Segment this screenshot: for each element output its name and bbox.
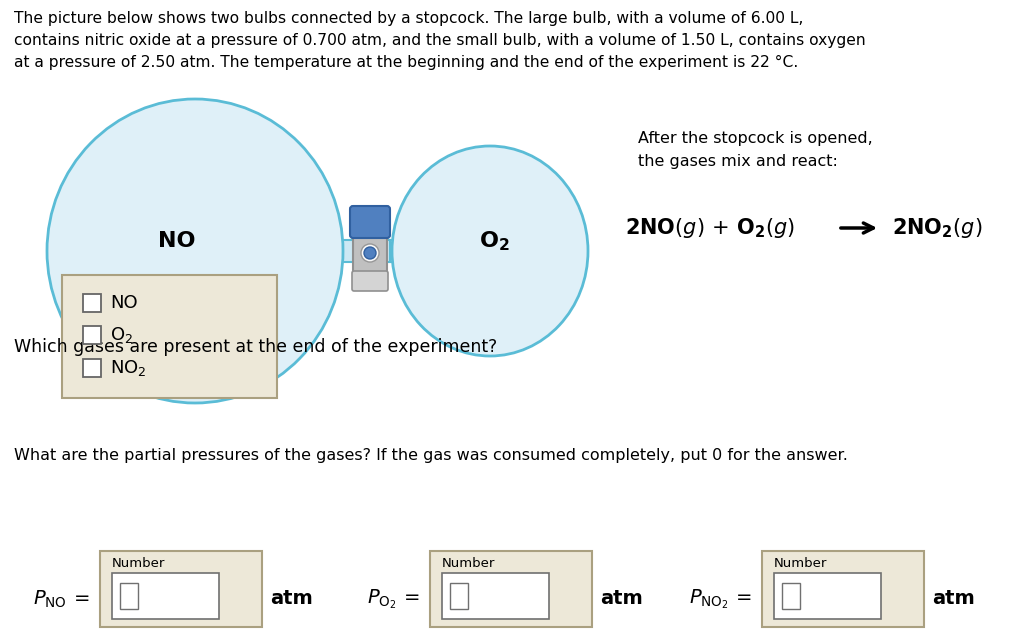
FancyBboxPatch shape	[430, 551, 592, 627]
Ellipse shape	[47, 99, 343, 403]
Text: atm: atm	[932, 590, 975, 608]
Bar	[120, 583, 138, 609]
Text: Number: Number	[442, 557, 496, 570]
FancyBboxPatch shape	[100, 551, 262, 627]
Text: $P_{\mathrm{O_2}}$$\,=$: $P_{\mathrm{O_2}}$$\,=$	[367, 587, 420, 611]
Text: $P_{\mathrm{NO_2}}$$\,=$: $P_{\mathrm{NO_2}}$$\,=$	[689, 587, 752, 611]
Text: $\mathrm{NO_2}$: $\mathrm{NO_2}$	[110, 358, 146, 378]
Bar	[774, 573, 881, 619]
Text: contains nitric oxide at a pressure of 0.700 atm, and the small bulb, with a vol: contains nitric oxide at a pressure of 0…	[14, 33, 865, 48]
FancyBboxPatch shape	[350, 206, 390, 238]
Text: the gases mix and react:: the gases mix and react:	[638, 154, 838, 169]
Text: $\mathrm{O_2}$: $\mathrm{O_2}$	[110, 325, 133, 345]
Bar	[83, 326, 101, 344]
Bar	[442, 573, 549, 619]
Circle shape	[361, 244, 379, 262]
Bar	[112, 573, 219, 619]
Text: $\mathbf{O_2}$: $\mathbf{O_2}$	[478, 229, 509, 253]
Bar	[450, 583, 468, 609]
FancyBboxPatch shape	[762, 551, 924, 627]
FancyBboxPatch shape	[352, 271, 388, 291]
Text: NO: NO	[159, 231, 196, 251]
Text: $P_{\mathrm{NO}}$$\,=$: $P_{\mathrm{NO}}$$\,=$	[34, 588, 90, 610]
FancyBboxPatch shape	[62, 275, 278, 398]
Text: The picture below shows two bulbs connected by a stopcock. The large bulb, with : The picture below shows two bulbs connec…	[14, 11, 804, 26]
Bar	[83, 294, 101, 312]
Text: $\mathbf{2NO}(\mathit{g})\,+\,\mathbf{O_2}(\mathit{g})$: $\mathbf{2NO}(\mathit{g})\,+\,\mathbf{O_…	[625, 216, 796, 240]
Text: After the stopcock is opened,: After the stopcock is opened,	[638, 131, 872, 146]
Text: Which gases are present at the end of the experiment?: Which gases are present at the end of th…	[14, 338, 498, 356]
Ellipse shape	[392, 146, 588, 356]
Bar	[338, 240, 396, 262]
Text: NO: NO	[110, 294, 137, 312]
Text: $\mathbf{2NO_2}(\mathit{g})$: $\mathbf{2NO_2}(\mathit{g})$	[892, 216, 982, 240]
Text: atm: atm	[600, 590, 643, 608]
Text: Number: Number	[112, 557, 165, 570]
Text: Number: Number	[774, 557, 827, 570]
Bar	[83, 359, 101, 377]
Text: atm: atm	[270, 590, 312, 608]
Bar	[782, 583, 800, 609]
Text: at a pressure of 2.50 atm. The temperature at the beginning and the end of the e: at a pressure of 2.50 atm. The temperatu…	[14, 55, 799, 70]
Circle shape	[364, 247, 376, 259]
Bar	[390, 240, 450, 262]
FancyBboxPatch shape	[353, 231, 387, 275]
Text: What are the partial pressures of the gases? If the gas was consumed completely,: What are the partial pressures of the ga…	[14, 448, 848, 463]
